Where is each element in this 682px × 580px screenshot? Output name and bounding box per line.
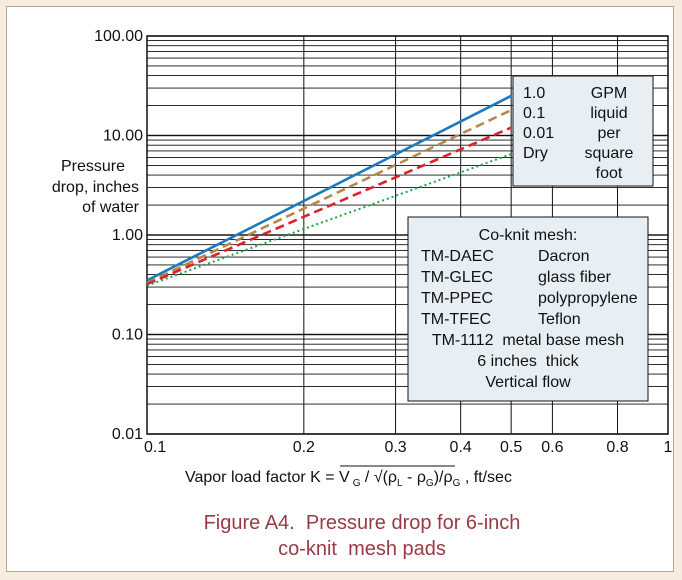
- x-label-prefix: Vapor load factor K = V: [185, 469, 350, 486]
- info-box: [407, 216, 649, 402]
- figure-frame: 100.00 10.00 1.00 0.10 0.01 0.1 0.2 0.3 0.4 0.5 0…: [6, 6, 674, 572]
- legend-entry-0.1: 0.1: [523, 105, 545, 122]
- legend-entry-dry: Dry: [523, 145, 548, 162]
- x-label-minus: -: [403, 469, 417, 486]
- x-label-mid: /: [360, 469, 373, 486]
- y-tick-label: 100.00: [94, 28, 143, 45]
- x-label-sub-g: G: [353, 478, 361, 489]
- legend-box: [512, 75, 654, 187]
- x-label-sub-l: L: [397, 478, 403, 489]
- info-thickness: 6 inches thick: [477, 353, 579, 370]
- y-axis-label-line-1: Pressure: [61, 158, 125, 175]
- caption-line-1: Figure A4. Pressure drop for 6-inch: [204, 512, 521, 534]
- x-tick-label: 0.2: [293, 439, 315, 456]
- y-tick-labels: 100.00 10.00 1.00 0.10 0.01: [94, 28, 143, 443]
- info-code-ppec: TM-PPEC: [421, 290, 493, 307]
- y-axis-label-line-3: of water: [82, 199, 140, 216]
- x-label-sub-g2: G: [426, 478, 434, 489]
- legend-entry-0.01: 0.01: [523, 125, 554, 142]
- x-label-sqrt: √: [374, 469, 383, 486]
- info-code-daec: TM-DAEC: [421, 248, 494, 265]
- legend-unit-liquid: liquid: [590, 105, 627, 122]
- info-material-dacron: Dacron: [538, 248, 590, 265]
- info-title: Co-knit mesh:: [479, 227, 578, 244]
- x-tick-label: 0.1: [144, 439, 166, 456]
- info-flow-direction: Vertical flow: [485, 374, 571, 391]
- series-line-2: [146, 108, 512, 285]
- y-tick-label: 10.00: [103, 128, 143, 145]
- legend-unit-per: per: [597, 125, 621, 142]
- x-tick-label: 0.8: [606, 439, 628, 456]
- y-tick-label: 0.01: [112, 426, 143, 443]
- y-axis-label-line-2: drop, inches: [52, 179, 139, 196]
- legend-unit-square: square: [585, 145, 634, 162]
- series-lines: [146, 94, 512, 287]
- legend-entry-1.0: 1.0: [523, 85, 545, 102]
- legend-unit-gpm: GPM: [591, 85, 627, 102]
- x-label-close: )/: [434, 469, 444, 486]
- x-tick-label: 0.6: [541, 439, 563, 456]
- x-tick-label: 0.3: [384, 439, 406, 456]
- x-tick-label: 0.4: [450, 439, 472, 456]
- info-material-glass-fiber: glass fiber: [538, 269, 612, 286]
- info-material-teflon: Teflon: [538, 311, 581, 328]
- x-label-sub-g3: G: [453, 478, 461, 489]
- y-tick-label: 0.10: [112, 327, 143, 344]
- x-tick-labels: 0.1 0.2 0.3 0.4 0.5 0.6 0.8 1: [144, 439, 673, 456]
- y-tick-label: 1.00: [112, 227, 143, 244]
- info-material-polypropylene: polypropylene: [538, 290, 638, 307]
- x-tick-label: 1: [664, 439, 673, 456]
- x-label-rho-g: ρ: [417, 469, 426, 486]
- x-label-suffix: , ft/sec: [460, 469, 512, 486]
- x-label-rho-l: ρ: [388, 469, 397, 486]
- x-tick-label: 0.5: [500, 439, 522, 456]
- series-line-3: [146, 126, 512, 286]
- info-code-glec: TM-GLEC: [421, 269, 493, 286]
- x-label-rho-g2: ρ: [443, 469, 452, 486]
- caption-line-2: co-knit mesh pads: [278, 538, 446, 560]
- info-metal-base-mesh: TM-1112 metal base mesh: [432, 332, 624, 349]
- plot-border: [146, 35, 669, 435]
- legend-unit-foot: foot: [596, 165, 623, 182]
- series-line-1: [146, 94, 512, 282]
- info-code-tfec: TM-TFEC: [421, 311, 491, 328]
